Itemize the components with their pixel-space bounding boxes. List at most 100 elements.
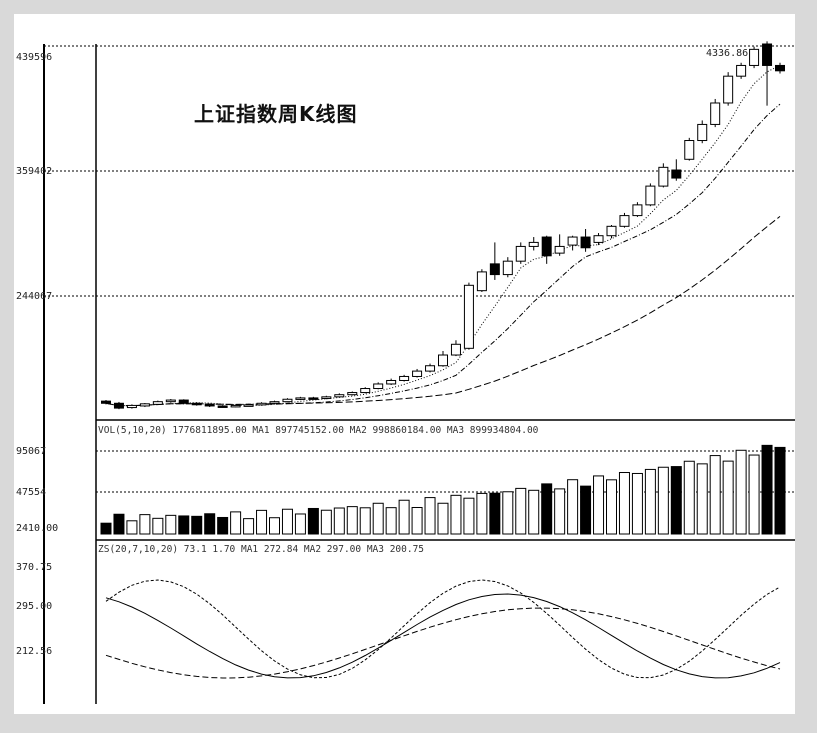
candle-body — [593, 235, 604, 243]
volume-bar — [411, 506, 423, 535]
candle-body — [256, 402, 267, 406]
volume-bar — [450, 494, 462, 535]
chart-canvas: 439596 359402 244067 4336.86 95067 47554… — [16, 41, 795, 704]
candle-body — [762, 43, 773, 66]
volume-bar — [644, 468, 656, 535]
volume-bar — [618, 472, 630, 535]
volume-bar — [372, 502, 384, 535]
candle-body — [204, 403, 215, 407]
candle-body — [230, 404, 241, 408]
candle-body — [723, 75, 734, 104]
volume-bar — [359, 507, 371, 535]
candle-body — [295, 397, 306, 400]
price-high-annotation: 4336.86 — [706, 48, 748, 59]
candle-body — [632, 204, 643, 217]
volume-bar — [139, 514, 151, 535]
volume-bar — [333, 507, 345, 535]
volume-axis-label-3: 2410.00 — [16, 523, 58, 534]
chart-title: 上证指数周K线图 — [194, 102, 358, 126]
candle-body — [450, 343, 461, 356]
volume-bar — [528, 489, 540, 535]
volume-bar — [385, 507, 397, 535]
volume-bar — [256, 509, 268, 535]
volume-bar — [515, 487, 527, 535]
volume-bar — [165, 514, 177, 535]
volume-bar — [178, 515, 190, 535]
volume-bar — [722, 460, 734, 535]
volume-bar — [502, 491, 514, 535]
volume-bar — [541, 483, 553, 535]
candle-body — [580, 236, 591, 249]
candle-body — [736, 64, 747, 77]
volume-bar — [398, 499, 410, 535]
candle-body — [321, 396, 332, 399]
candle-body — [567, 236, 578, 246]
volume-bar — [657, 466, 669, 535]
volume-bar — [670, 466, 682, 535]
volume-bar — [593, 475, 605, 535]
volume-bar — [748, 454, 760, 535]
candle-body — [101, 400, 111, 404]
candle-body — [373, 383, 384, 390]
price-panel: 439596 359402 244067 4336.86 — [16, 48, 748, 302]
candle-body — [619, 215, 630, 227]
volume-bar — [217, 516, 229, 535]
indicator-line-2 — [105, 593, 781, 679]
volume-bar — [463, 497, 475, 535]
candle-body — [425, 365, 436, 372]
volume-bar — [126, 520, 138, 535]
candle-body — [438, 354, 448, 367]
price-axis-label-1: 439596 — [16, 52, 52, 63]
panel-borders — [43, 44, 795, 704]
volume-bar — [152, 517, 164, 535]
candle-body — [463, 284, 474, 349]
candle-body — [502, 260, 513, 276]
volume-bar — [269, 517, 280, 535]
candle-body — [347, 392, 358, 396]
volume-bar — [696, 463, 708, 535]
ma30-line — [105, 216, 781, 407]
indicator-line-3 — [105, 607, 781, 679]
volume-bar — [606, 479, 617, 535]
volume-bar — [320, 509, 332, 535]
chart-frame: 439596 359402 244067 4336.86 95067 47554… — [14, 14, 795, 714]
ma5-line — [105, 64, 781, 407]
candle-body — [269, 401, 280, 404]
volume-axis-label-1: 95067 — [16, 446, 46, 457]
volume-bar — [631, 472, 643, 535]
candle-body — [412, 370, 423, 377]
indicator-panel: 370.75 295.00 212.56 ZS(20,7,10,20) 73.1… — [16, 544, 424, 657]
volume-bar — [554, 488, 566, 535]
candle-body — [243, 404, 254, 407]
volume-bar — [567, 479, 579, 535]
candle-body — [139, 403, 150, 407]
candle-body — [710, 102, 721, 125]
volume-bar — [761, 444, 773, 535]
volume-bar — [100, 522, 112, 535]
volume-bar — [709, 455, 721, 535]
indicator-axis-label-1: 370.75 — [16, 562, 52, 573]
volume-bar — [230, 511, 242, 535]
volume-bar — [346, 506, 358, 535]
volume-bar — [294, 513, 306, 535]
volume-bar — [735, 449, 747, 535]
candle-body — [178, 399, 189, 404]
candle-body — [476, 271, 487, 292]
volume-bar — [281, 508, 293, 535]
candle-body — [165, 399, 176, 403]
candle-body — [606, 225, 617, 237]
volume-bar — [204, 513, 216, 535]
candle-body — [489, 263, 500, 276]
candle-body — [360, 388, 371, 394]
candle-body — [282, 398, 293, 403]
indicator-line-1 — [105, 579, 781, 679]
candle-body — [217, 405, 228, 408]
candle-body — [671, 169, 682, 179]
candle-body — [126, 404, 137, 409]
candle-body — [645, 185, 656, 206]
volume-bar — [774, 446, 786, 535]
volume-bar — [113, 513, 125, 535]
volume-bar — [683, 460, 695, 535]
volume-bar — [307, 507, 319, 535]
price-axis-label-2: 359402 — [16, 166, 52, 177]
